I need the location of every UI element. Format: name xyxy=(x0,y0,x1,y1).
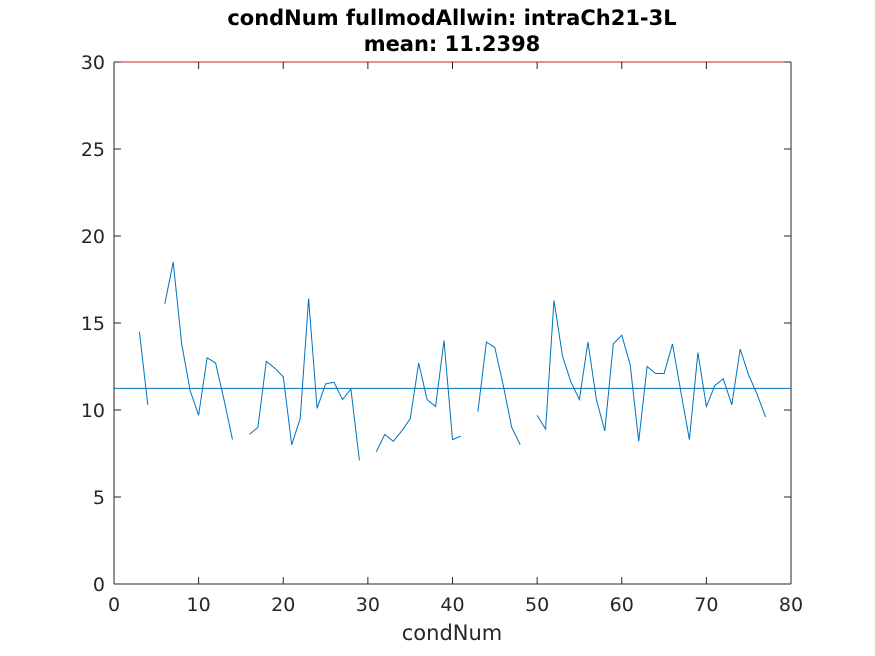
x-tick-label-30: 30 xyxy=(356,594,380,616)
x-tick-label-60: 60 xyxy=(610,594,634,616)
x-tick-label-50: 50 xyxy=(525,594,549,616)
series-0-line-segment-0 xyxy=(138,331,149,405)
x-tick-label-10: 10 xyxy=(187,594,211,616)
x-tick-label-0: 0 xyxy=(108,594,120,616)
y-tick-label-30: 30 xyxy=(81,52,105,74)
series-0-line-segment-3 xyxy=(375,340,462,453)
x-tick-label-80: 80 xyxy=(779,594,803,616)
x-tick-label-40: 40 xyxy=(440,594,464,616)
y-tick-label-10: 10 xyxy=(81,400,105,422)
y-tick-label-15: 15 xyxy=(81,313,105,335)
plot-area xyxy=(114,62,791,584)
series-0-line-segment-5 xyxy=(536,300,767,442)
series-layer xyxy=(138,262,767,461)
y-tick-label-0: 0 xyxy=(93,574,105,596)
x-tick-label-20: 20 xyxy=(271,594,295,616)
series-0-line-segment-4 xyxy=(477,341,521,446)
chart-subtitle: mean: 11.2398 xyxy=(364,32,541,56)
x-axis-label: condNum xyxy=(402,621,503,645)
chart-title: condNum fullmodAllwin: intraCh21-3L xyxy=(227,6,676,30)
x-tick-label-70: 70 xyxy=(694,594,718,616)
y-tick-label-5: 5 xyxy=(93,487,105,509)
series-0-line-segment-1 xyxy=(164,262,233,440)
y-tick-label-20: 20 xyxy=(81,226,105,248)
axes: 0 10 20 30 40 50 60 70 80 0 5 10 15 20 25 30 xyxy=(81,52,803,616)
y-tick-label-25: 25 xyxy=(81,139,105,161)
series-0-line-segment-2 xyxy=(249,298,360,461)
